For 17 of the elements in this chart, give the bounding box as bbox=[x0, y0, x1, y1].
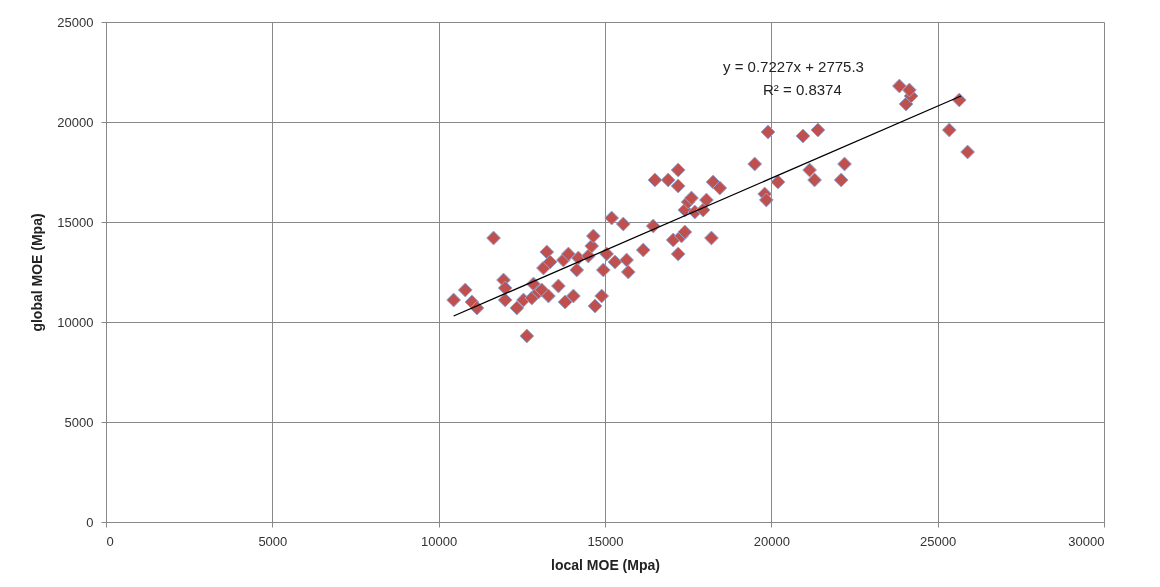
x-tick-label: 25000 bbox=[920, 533, 957, 549]
y-tick-label: 0 bbox=[86, 514, 94, 530]
x-tick-label: 0 bbox=[106, 533, 114, 549]
x-axis-title: local MOE (Mpa) bbox=[551, 556, 660, 573]
x-tick-label: 15000 bbox=[587, 533, 624, 549]
y-axis-title: global MOE (Mpa) bbox=[29, 213, 46, 332]
y-tick-label: 10000 bbox=[57, 314, 94, 330]
x-tick-label: 20000 bbox=[753, 533, 790, 549]
x-tick-label: 30000 bbox=[1068, 533, 1105, 549]
x-tick-label: 5000 bbox=[258, 533, 288, 549]
annotation: R² = 0.8374 bbox=[763, 81, 842, 98]
y-tick-label: 15000 bbox=[57, 214, 94, 230]
x-tick-label: 10000 bbox=[421, 533, 458, 549]
y-tick-label: 20000 bbox=[57, 114, 94, 130]
annotation: y = 0.7227x + 2775.3 bbox=[723, 58, 864, 75]
y-tick-label: 5000 bbox=[64, 414, 94, 430]
y-tick-label: 25000 bbox=[57, 14, 94, 30]
